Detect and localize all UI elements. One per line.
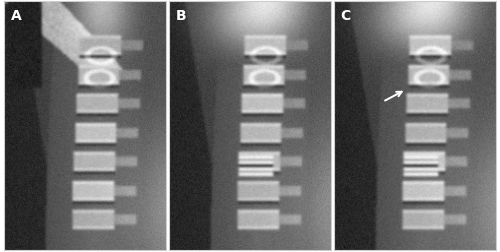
Text: C: C: [340, 10, 350, 23]
Text: A: A: [10, 10, 21, 23]
Text: B: B: [176, 10, 186, 23]
